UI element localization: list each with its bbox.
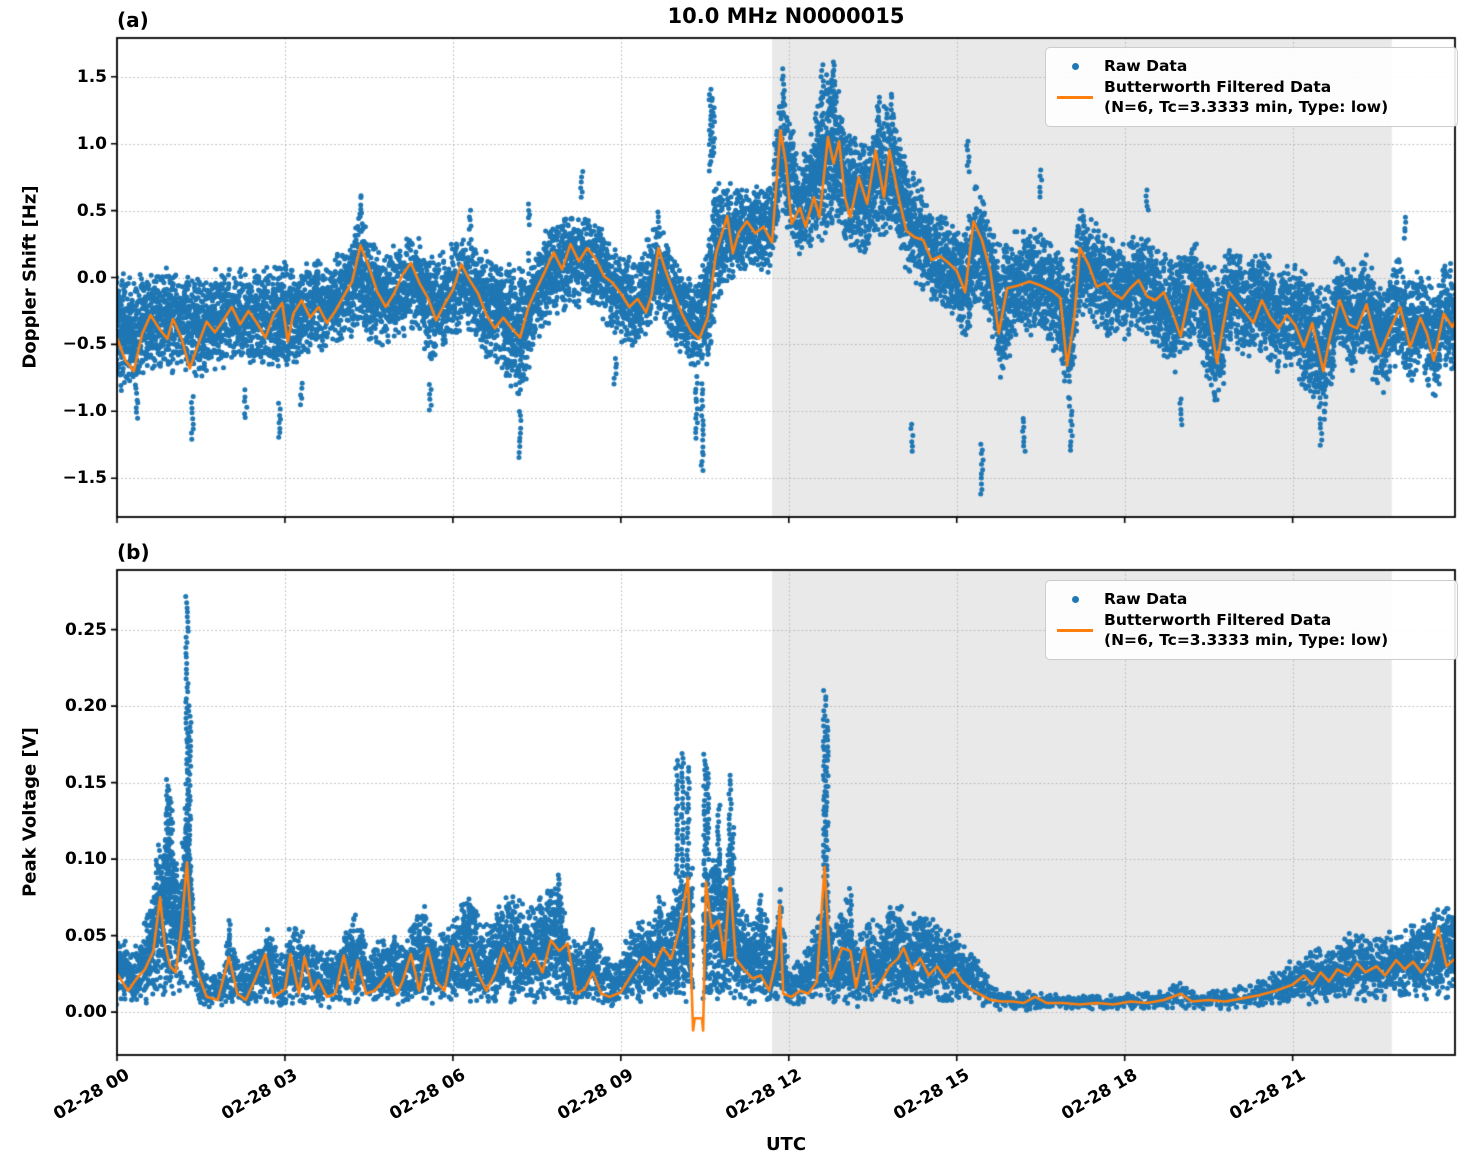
y-tick-label: 0.0 [76,267,107,288]
legend-raw-label: Raw Data [1104,590,1188,608]
figure-title: 10.0 MHz N0000015 [667,4,905,28]
legend-filtered-label: Butterworth Filtered Data (N=6, Tc=3.3333… [1104,78,1388,117]
legend-row-raw: Raw Data [1046,590,1451,609]
raw-data-marker-wrap [1046,63,1104,71]
y-tick-label: 1.0 [76,133,107,154]
filtered-data-marker-wrap [1046,96,1104,100]
panel-a-label: (a) [117,8,149,32]
y-tick-label: 0.05 [65,925,107,946]
x-axis-label: UTC [765,1134,807,1155]
legend-filtered-label-line2: (N=6, Tc=3.3333 min, Type: low) [1104,97,1389,116]
panel-b-ylabel: Peak Voltage [V] [19,727,41,897]
raw-data-marker-icon [1071,63,1079,71]
legend-filtered-label-line1: Butterworth Filtered Data [1104,611,1332,630]
panel-b-label: (b) [117,540,150,564]
filtered-data-marker-wrap [1046,629,1104,633]
legend-filtered-label: Butterworth Filtered Data (N=6, Tc=3.3333… [1104,611,1388,650]
y-tick-label: 0.15 [65,772,107,793]
legend-panel-b: Raw Data Butterworth Filtered Data (N=6, … [1045,580,1458,661]
y-tick-label: 0.20 [65,696,107,717]
legend-row-raw: Raw Data [1046,57,1451,76]
legend-row-filtered: Butterworth Filtered Data (N=6, Tc=3.3333… [1046,611,1451,650]
legend-panel-a: Raw Data Butterworth Filtered Data (N=6, … [1045,47,1458,128]
y-tick-label: 0.5 [76,200,107,221]
y-tick-label: −1.0 [62,401,107,422]
legend-row-filtered: Butterworth Filtered Data (N=6, Tc=3.3333… [1046,78,1451,117]
filtered-data-marker-icon [1057,629,1093,633]
legend-filtered-label-line2: (N=6, Tc=3.3333 min, Type: low) [1104,630,1389,649]
filtered-data-marker-icon [1057,96,1093,100]
y-tick-label: 0.10 [65,849,107,870]
raw-data-marker-wrap [1046,596,1104,604]
y-tick-label: −0.5 [62,334,107,355]
y-tick-label: 0.25 [65,619,107,640]
legend-raw-label: Raw Data [1104,57,1188,75]
y-tick-label: 0.00 [65,1002,107,1023]
y-tick-label: −1.5 [62,468,107,489]
legend-filtered-label-line1: Butterworth Filtered Data [1104,78,1332,97]
raw-data-marker-icon [1071,596,1079,604]
y-tick-label: 1.5 [76,66,107,87]
